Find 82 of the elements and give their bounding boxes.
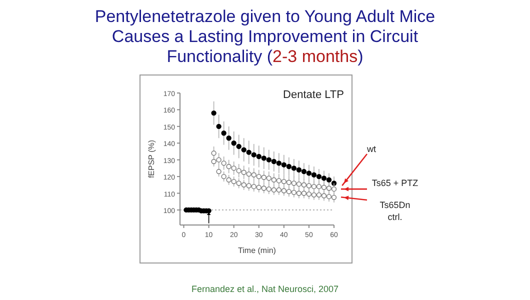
point <box>246 150 252 155</box>
point <box>266 176 272 181</box>
point <box>291 190 297 196</box>
point <box>321 176 327 181</box>
point <box>236 144 242 150</box>
point <box>221 174 226 180</box>
point <box>306 170 312 176</box>
point <box>271 187 276 193</box>
point <box>246 183 252 188</box>
point <box>306 183 312 188</box>
point <box>221 160 226 166</box>
point <box>321 184 327 190</box>
point <box>321 193 327 198</box>
point <box>306 191 312 197</box>
point <box>311 172 317 178</box>
point <box>296 167 302 172</box>
point <box>216 124 222 130</box>
point <box>271 158 276 164</box>
text: Fernandez et al., Nat Neurosci, 2007 <box>191 284 339 294</box>
point <box>226 136 232 141</box>
point <box>276 187 282 193</box>
point <box>256 174 262 180</box>
point <box>301 190 307 196</box>
point <box>241 182 246 188</box>
point <box>256 154 262 160</box>
point <box>261 174 266 180</box>
point <box>236 180 242 186</box>
point <box>331 194 337 200</box>
point <box>236 168 242 174</box>
point <box>286 164 292 170</box>
point <box>246 171 252 177</box>
chart-title: Pentylenetetrazole given to Young Adult Mice Causes a Lasting Improvement in Circuit Functionality (2-3 months) <box>94 7 436 66</box>
point <box>291 166 297 171</box>
point <box>231 166 236 171</box>
point <box>316 174 322 180</box>
point <box>211 150 216 156</box>
point <box>326 194 332 200</box>
point <box>331 186 337 192</box>
y-axis-title: fEPSP (%) <box>147 140 156 178</box>
point <box>286 188 292 194</box>
point <box>301 182 307 188</box>
point <box>226 177 232 182</box>
text: wt <box>366 144 376 154</box>
text: Ts65Dn ctrl. <box>380 200 410 222</box>
point <box>211 110 216 116</box>
point <box>281 178 287 184</box>
point <box>316 184 322 190</box>
point <box>216 168 222 174</box>
point <box>281 188 287 194</box>
point <box>251 172 256 178</box>
point <box>211 158 216 164</box>
point <box>311 184 317 190</box>
point <box>251 184 256 190</box>
point <box>221 130 226 136</box>
point <box>301 168 307 174</box>
point <box>266 157 272 162</box>
point <box>311 192 317 198</box>
point <box>271 177 276 182</box>
point <box>316 192 322 198</box>
point <box>256 184 262 190</box>
point <box>261 186 266 191</box>
point <box>231 178 236 184</box>
point <box>291 180 297 186</box>
point <box>216 157 222 162</box>
point <box>266 186 272 192</box>
x-axis-title: Time (min) <box>238 246 276 255</box>
point <box>276 160 282 166</box>
point <box>281 162 287 168</box>
chart-subtitle: Dentate LTP <box>283 89 344 101</box>
point <box>226 164 232 170</box>
point <box>296 190 302 196</box>
point <box>326 186 332 191</box>
point <box>326 177 332 182</box>
point <box>261 156 266 161</box>
point <box>296 181 302 187</box>
point <box>241 147 246 152</box>
point <box>276 178 282 184</box>
point <box>231 140 236 146</box>
text: Ts65 + PTZ <box>372 178 419 188</box>
point <box>286 180 292 185</box>
point <box>241 170 246 175</box>
point <box>251 152 256 158</box>
